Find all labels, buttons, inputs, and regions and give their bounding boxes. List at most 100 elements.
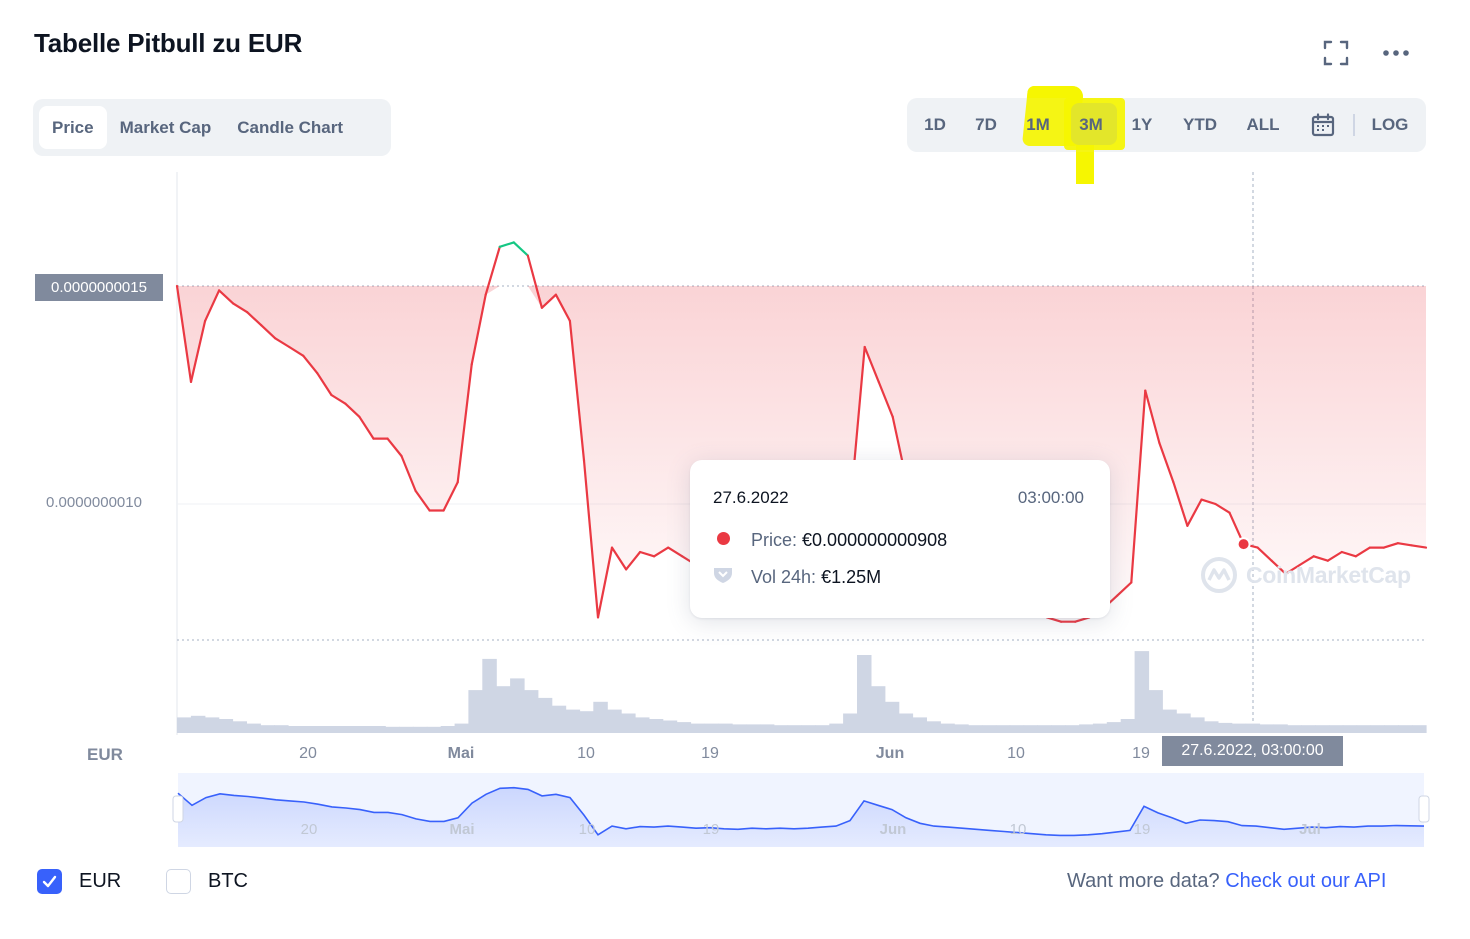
volume-bar — [607, 709, 622, 733]
range-1y-button[interactable]: 1Y — [1131, 115, 1153, 134]
range-1m-button[interactable]: 1M — [1026, 115, 1050, 134]
volume-bar — [635, 717, 650, 733]
price-line-segment — [344, 402, 361, 418]
range-1d-button[interactable]: 1D — [924, 115, 946, 134]
volume-bar — [1259, 724, 1274, 733]
navigator-area — [178, 787, 1424, 847]
x-tick-label: 19 — [1132, 745, 1150, 762]
volume-bar — [1023, 725, 1038, 733]
price-dot-icon — [717, 532, 730, 545]
chart-title: Tabelle Pitbull zu EUR — [34, 28, 303, 58]
volume-bar — [1328, 725, 1344, 733]
tooltip-date: 27.6.2022 — [713, 488, 789, 507]
price-line-segment — [512, 241, 529, 257]
volume-bar — [190, 715, 206, 733]
y-tick-label: 0.0000000010 — [46, 494, 142, 511]
volume-bar — [343, 726, 358, 733]
volume-bar — [746, 724, 761, 733]
price-line-segment — [1284, 563, 1301, 575]
btc-checkbox[interactable] — [166, 869, 191, 894]
volume-bar — [1217, 722, 1233, 733]
volume-bar — [551, 705, 567, 733]
price-line-segment — [1172, 481, 1189, 527]
volume-bar — [260, 725, 275, 733]
price-line-segment — [1158, 441, 1175, 484]
volume-bar — [1009, 725, 1025, 733]
volume-bar — [704, 723, 719, 733]
volume-bar — [218, 719, 234, 733]
volume-bar — [870, 686, 886, 733]
volume-bar — [912, 717, 927, 733]
volume-bar — [537, 697, 553, 733]
volume-bar — [759, 724, 775, 733]
price-line-segment — [1354, 546, 1372, 558]
range-ytd-button[interactable]: YTD — [1183, 115, 1217, 134]
tooltip-volume-value: €1.25M — [821, 567, 882, 587]
volume-bar — [329, 726, 345, 733]
volume-bar — [1190, 717, 1205, 733]
api-link[interactable]: Check out our API — [1225, 870, 1387, 892]
volume-bar — [357, 726, 372, 733]
volume-bar — [565, 709, 581, 733]
price-area-fill — [177, 286, 1426, 622]
price-line-segment — [316, 372, 333, 397]
watermark-text: CoinMarketCap — [1246, 561, 1411, 588]
tab-candle-chart[interactable]: Candle Chart — [237, 117, 344, 137]
volume-bar — [1092, 723, 1108, 733]
price-line-segment — [582, 459, 600, 619]
navigator-left-handle[interactable] — [172, 795, 184, 823]
price-line-segment — [1340, 550, 1357, 558]
x-tick-label: 19 — [701, 745, 719, 762]
calendar-icon[interactable] — [1305, 98, 1341, 152]
tab-price[interactable]: Price — [39, 106, 107, 149]
price-line-segment — [1186, 498, 1203, 527]
price-line-segment — [288, 345, 305, 357]
volume-bar — [1356, 725, 1372, 733]
x-tick-label: 20 — [299, 745, 317, 762]
price-line-segment — [1312, 555, 1329, 562]
volume-bars — [177, 651, 1427, 733]
volume-bar — [1106, 722, 1122, 733]
navigator-tick-label: 19 — [702, 821, 720, 838]
volume-bar — [1037, 725, 1052, 733]
volume-bar — [1176, 713, 1191, 733]
price-line-segment — [484, 245, 501, 296]
navigator-right-handle[interactable] — [1418, 795, 1430, 823]
price-line-segment — [1130, 389, 1147, 584]
range-all-button[interactable]: ALL — [1246, 115, 1280, 134]
price-line-segment — [652, 546, 670, 558]
price-line-segment — [274, 337, 291, 349]
range-7d-button[interactable]: 7D — [975, 115, 997, 134]
price-line-segment — [554, 293, 572, 322]
log-scale-toggle[interactable]: LOG — [1371, 115, 1409, 134]
price-line-segment — [638, 550, 656, 558]
price-line-segment — [414, 489, 431, 512]
coinmarketcap-logo: CoinMarketCap — [1200, 556, 1411, 594]
volume-bar — [857, 655, 872, 733]
more-horizontal-icon[interactable] — [1379, 36, 1413, 70]
tab-market-cap[interactable]: Market Cap — [119, 117, 212, 137]
eur-checkbox[interactable] — [37, 869, 62, 894]
hover-point — [1236, 537, 1251, 552]
range-3m-button[interactable]: 3M — [1079, 115, 1103, 134]
volume-bar — [884, 701, 900, 733]
chart-tooltip: 27.6.2022 03:00:00 Price: €0.00000000090… — [690, 460, 1110, 618]
price-line-segment — [442, 481, 459, 512]
volume-bar — [593, 701, 608, 733]
price-line-segment — [1144, 389, 1161, 445]
volume-bar — [274, 725, 289, 733]
btc-checkbox-label[interactable]: BTC — [208, 870, 248, 892]
price-line-segment — [1256, 546, 1273, 562]
fullscreen-icon[interactable] — [1319, 36, 1353, 70]
navigator[interactable] — [172, 773, 1430, 847]
eur-checkbox-label[interactable]: EUR — [79, 870, 122, 892]
api-promo-text: Want more data? — [1067, 870, 1220, 892]
volume-bar — [1342, 725, 1358, 733]
price-line-segment — [610, 546, 628, 571]
volume-bar — [995, 725, 1011, 733]
price-line-segment — [540, 293, 558, 309]
x-tick-label: Mai — [447, 745, 475, 762]
volume-bar — [1398, 725, 1413, 733]
volume-bar — [579, 711, 594, 733]
price-line-segment — [400, 454, 417, 492]
